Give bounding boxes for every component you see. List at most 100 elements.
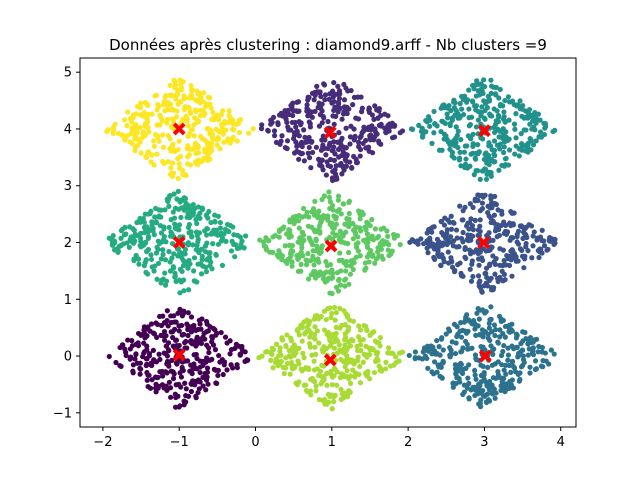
cluster-4-point (335, 197, 341, 203)
centroid-marker-8 (478, 124, 491, 138)
cluster-0-point (217, 359, 223, 365)
cluster-3-point (171, 251, 177, 257)
cluster-7-point (375, 115, 381, 121)
cluster-1-point (350, 318, 357, 324)
cluster-2-point (498, 352, 505, 359)
cluster-4-point (316, 250, 322, 256)
cluster-8-point (518, 131, 524, 137)
cluster-1-point (337, 305, 343, 311)
cluster-5-point (501, 257, 507, 264)
cluster-4-point (311, 227, 317, 233)
cluster-5-point (475, 197, 481, 204)
cluster-6-point (154, 107, 160, 113)
cluster-3-point (187, 261, 193, 267)
cluster-3-point (215, 232, 221, 238)
cluster-6-point (175, 91, 181, 98)
cluster-2-point (505, 357, 511, 363)
cluster-3-point (166, 224, 172, 231)
cluster-3-point (232, 254, 238, 260)
y-tick-label: 3 (64, 179, 72, 194)
cluster-8-point (440, 102, 446, 109)
cluster-0-point (173, 337, 180, 343)
cluster-0-point (128, 354, 134, 360)
cluster-1-point (355, 354, 361, 360)
cluster-7-point (324, 159, 330, 165)
cluster-2-point (505, 352, 512, 358)
cluster-5-point (530, 233, 536, 239)
cluster-8-point (482, 83, 488, 90)
x-tick-label: 4 (557, 435, 565, 450)
cluster-1-point (322, 401, 328, 407)
cluster-2-point (453, 381, 459, 387)
cluster-5-point (454, 235, 460, 241)
cluster-7-point (371, 116, 377, 122)
cluster-5-point (487, 247, 493, 253)
cluster-7-point (330, 148, 336, 154)
cluster-0-point (200, 362, 206, 369)
cluster-7-point (350, 102, 356, 108)
cluster-2-point (478, 372, 484, 379)
cluster-8-point (491, 106, 497, 112)
cluster-2-point (475, 381, 482, 388)
cluster-6-point (151, 143, 158, 149)
cluster-6-point (138, 100, 144, 106)
cluster-8-point (485, 93, 491, 99)
cluster-1-point (337, 375, 344, 381)
cluster-8-point (516, 153, 522, 159)
cluster-0-point (168, 313, 174, 319)
cluster-3-point (170, 209, 176, 215)
cluster-8-point (446, 139, 452, 145)
cluster-0-point (144, 377, 150, 383)
cluster-5-point (509, 247, 515, 253)
cluster-5-point (491, 212, 498, 218)
cluster-1-point (279, 336, 285, 342)
cluster-5-point (476, 256, 482, 262)
cluster-8-point (486, 169, 492, 175)
cluster-3-point (219, 235, 225, 241)
cluster-3-point (143, 257, 149, 263)
cluster-2-point (515, 350, 522, 356)
cluster-6-point (132, 144, 138, 151)
cluster-2-point (472, 352, 479, 358)
cluster-8-point (420, 133, 426, 139)
cluster-2-point (520, 347, 526, 353)
cluster-7-point (306, 155, 313, 161)
cluster-8-point (494, 142, 500, 148)
cluster-2-point (495, 340, 501, 346)
cluster-4-point (298, 261, 304, 267)
cluster-1-point (312, 331, 318, 338)
cluster-4-point (281, 224, 287, 230)
cluster-1-point (288, 335, 294, 341)
cluster-7-point (286, 111, 292, 118)
cluster-4-point (385, 233, 391, 239)
cluster-4-point (321, 193, 328, 199)
cluster-7-point (329, 177, 336, 184)
cluster-2-point (525, 352, 531, 358)
cluster-0-point (200, 374, 206, 380)
cluster-0-point (145, 324, 151, 330)
cluster-5-point (475, 250, 482, 256)
cluster-0-point (147, 385, 154, 391)
cluster-2-point (440, 347, 446, 353)
cluster-6-point (167, 136, 173, 142)
cluster-5-point (484, 274, 490, 281)
cluster-0-point (224, 340, 230, 346)
cluster-6-point (171, 170, 177, 176)
cluster-8-point (446, 103, 452, 109)
cluster-4-point (279, 257, 285, 263)
cluster-5-point (438, 262, 444, 268)
cluster-1-point (268, 357, 274, 363)
cluster-6-point (188, 87, 195, 93)
cluster-5-point (475, 273, 482, 279)
cluster-8-point (457, 113, 464, 119)
cluster-3-point (198, 261, 204, 267)
cluster-0-point (189, 381, 195, 387)
cluster-0-point (204, 321, 210, 327)
cluster-5-point (531, 229, 537, 235)
cluster-7-point (378, 123, 384, 129)
cluster-4-point (274, 252, 280, 258)
cluster-4-point (261, 239, 267, 245)
cluster-2-point (497, 327, 503, 333)
cluster-7-point (259, 122, 265, 128)
cluster-5-point (451, 269, 458, 275)
